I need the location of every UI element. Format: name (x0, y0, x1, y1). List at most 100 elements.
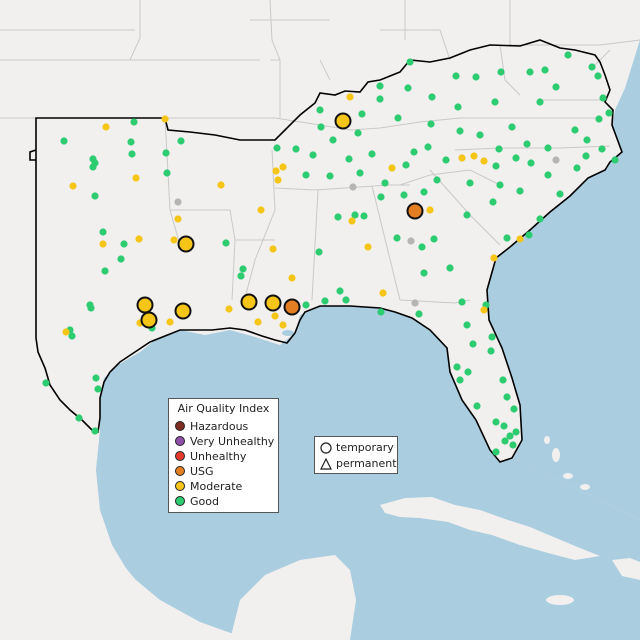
monitor-nodata[interactable] (411, 299, 419, 307)
monitor-good[interactable] (442, 156, 450, 164)
monitor-good[interactable] (489, 198, 497, 206)
monitor-good[interactable] (525, 231, 533, 239)
monitor-good[interactable] (128, 150, 136, 158)
monitor-good[interactable] (222, 239, 230, 247)
monitor-moderate[interactable] (458, 154, 466, 162)
monitor-good[interactable] (317, 123, 325, 131)
monitor-good[interactable] (68, 332, 76, 340)
monitor-good[interactable] (497, 68, 505, 76)
monitor-moderate[interactable] (470, 152, 478, 160)
monitor-good[interactable] (356, 169, 364, 177)
monitor-good[interactable] (488, 333, 496, 341)
monitor-good[interactable] (424, 143, 432, 151)
monitor-good[interactable] (512, 154, 520, 162)
monitor-good[interactable] (512, 428, 520, 436)
monitor-good[interactable] (127, 138, 135, 146)
monitor-moderate[interactable] (426, 206, 434, 214)
monitor-good[interactable] (92, 374, 100, 382)
monitor-good[interactable] (523, 140, 531, 148)
monitor-good[interactable] (406, 58, 414, 66)
monitor-good[interactable] (410, 148, 418, 156)
monitor-moderate[interactable] (217, 181, 225, 189)
monitor-good[interactable] (101, 267, 109, 275)
monitor-good[interactable] (499, 376, 507, 384)
monitor-good[interactable] (458, 298, 466, 306)
monitor-moderate[interactable] (279, 163, 287, 171)
monitor-good[interactable] (594, 72, 602, 80)
monitor-moderate[interactable] (225, 305, 233, 313)
monitor-good[interactable] (117, 255, 125, 263)
monitor-moderate[interactable] (480, 306, 488, 314)
monitor-good[interactable] (509, 441, 517, 449)
monitor-good[interactable] (394, 114, 402, 122)
monitor-moderate[interactable] (69, 182, 77, 190)
monitor-good[interactable] (463, 211, 471, 219)
monitor-good[interactable] (237, 272, 245, 280)
monitor-good[interactable] (315, 248, 323, 256)
monitor-good[interactable] (582, 152, 590, 160)
monitor-good[interactable] (573, 164, 581, 172)
monitor-moderate[interactable] (274, 176, 282, 184)
monitor-good[interactable] (598, 145, 606, 153)
monitor-good[interactable] (376, 95, 384, 103)
monitor-good[interactable] (495, 145, 503, 153)
monitor-moderate[interactable] (135, 235, 143, 243)
monitor-moderate[interactable] (174, 215, 182, 223)
monitor-good[interactable] (273, 144, 281, 152)
monitor-good[interactable] (433, 176, 441, 184)
monitor-good[interactable] (302, 171, 310, 179)
monitor-good[interactable] (430, 235, 438, 243)
monitor-good[interactable] (508, 123, 516, 131)
monitor-usg-temporary[interactable] (283, 298, 301, 316)
monitor-moderate[interactable] (516, 235, 524, 243)
monitor-good[interactable] (536, 215, 544, 223)
monitor-moderate[interactable] (388, 164, 396, 172)
monitor-good[interactable] (496, 181, 504, 189)
monitor-good[interactable] (456, 376, 464, 384)
monitor-moderate-temporary[interactable] (140, 311, 158, 329)
monitor-good[interactable] (326, 172, 334, 180)
monitor-good[interactable] (473, 402, 481, 410)
monitor-good[interactable] (177, 137, 185, 145)
monitor-moderate[interactable] (257, 206, 265, 214)
monitor-good[interactable] (42, 379, 50, 387)
monitor-good[interactable] (510, 405, 518, 413)
monitor-good[interactable] (377, 308, 385, 316)
monitor-good[interactable] (336, 287, 344, 295)
monitor-good[interactable] (402, 161, 410, 169)
monitor-good[interactable] (376, 82, 384, 90)
monitor-moderate-temporary[interactable] (334, 112, 352, 130)
monitor-good[interactable] (302, 301, 310, 309)
monitor-good[interactable] (162, 149, 170, 157)
monitor-good[interactable] (393, 234, 401, 242)
monitor-good[interactable] (506, 432, 514, 440)
monitor-good[interactable] (309, 151, 317, 159)
monitor-good[interactable] (536, 98, 544, 106)
monitor-good[interactable] (452, 72, 460, 80)
monitor-nodata[interactable] (407, 237, 415, 245)
monitor-good[interactable] (354, 129, 362, 137)
monitor-good[interactable] (420, 188, 428, 196)
monitor-moderate-temporary[interactable] (240, 293, 258, 311)
monitor-good[interactable] (87, 304, 95, 312)
monitor-good[interactable] (544, 171, 552, 179)
monitor-moderate[interactable] (166, 318, 174, 326)
monitor-good[interactable] (552, 83, 560, 91)
monitor-good[interactable] (420, 269, 428, 277)
monitor-moderate-temporary[interactable] (136, 296, 154, 314)
monitor-good[interactable] (358, 110, 366, 118)
monitor-good[interactable] (501, 437, 509, 445)
monitor-good[interactable] (492, 448, 500, 456)
monitor-good[interactable] (588, 63, 596, 71)
monitor-good[interactable] (89, 163, 97, 171)
monitor-layer[interactable] (42, 51, 619, 456)
monitor-good[interactable] (466, 179, 474, 187)
monitor-moderate[interactable] (279, 321, 287, 329)
monitor-good[interactable] (404, 84, 412, 92)
monitor-moderate[interactable] (348, 217, 356, 225)
monitor-good[interactable] (377, 193, 385, 201)
monitor-good[interactable] (503, 393, 511, 401)
monitor-good[interactable] (94, 385, 102, 393)
monitor-good[interactable] (605, 109, 613, 117)
